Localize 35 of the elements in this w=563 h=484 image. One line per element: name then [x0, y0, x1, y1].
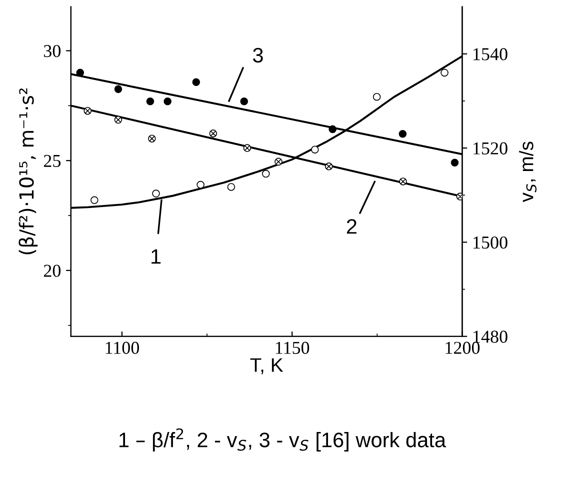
point — [192, 78, 200, 86]
annotation: 2 — [346, 219, 356, 234]
point — [164, 98, 172, 106]
text: 1 – β/f$^{2}$, 2 - v$_{S}$, 3 - v$_{S}$ [16] work data — [120, 428, 446, 452]
point — [450, 158, 459, 167]
point — [196, 180, 204, 189]
point — [114, 85, 122, 94]
x-tick-label: 1150 — [276, 342, 310, 354]
point — [240, 98, 248, 106]
point — [146, 98, 154, 106]
point — [372, 92, 381, 101]
y-tick-label: 30 — [44, 44, 61, 58]
y2-tick-label: 1540 — [474, 48, 508, 60]
x-tick-label: 1100 — [106, 342, 140, 354]
annotation: 3 — [253, 48, 263, 63]
y2-tick-label: 1500 — [474, 236, 508, 249]
y-tick-label: 25 — [44, 154, 61, 168]
point — [440, 68, 448, 77]
point — [227, 183, 236, 191]
point — [90, 196, 98, 204]
annotation: 1 — [152, 249, 161, 264]
y2-tick-label: 1520 — [474, 142, 508, 154]
y-tick-label: 20 — [44, 264, 61, 277]
point — [152, 190, 160, 198]
y-axis-title: (β/f²)·10¹⁵, m⁻¹·s² — [18, 88, 38, 254]
point — [311, 146, 319, 154]
y2-axis-title: v$_{S}$, m/s — [519, 142, 537, 202]
point — [398, 130, 407, 138]
x-axis-title: T, K — [250, 358, 284, 374]
point — [262, 170, 270, 178]
point — [328, 125, 336, 134]
y2-tick-label: 1480 — [474, 330, 508, 343]
point — [76, 68, 84, 77]
x-tick-label: 1200 — [446, 342, 480, 354]
point — [456, 192, 462, 200]
